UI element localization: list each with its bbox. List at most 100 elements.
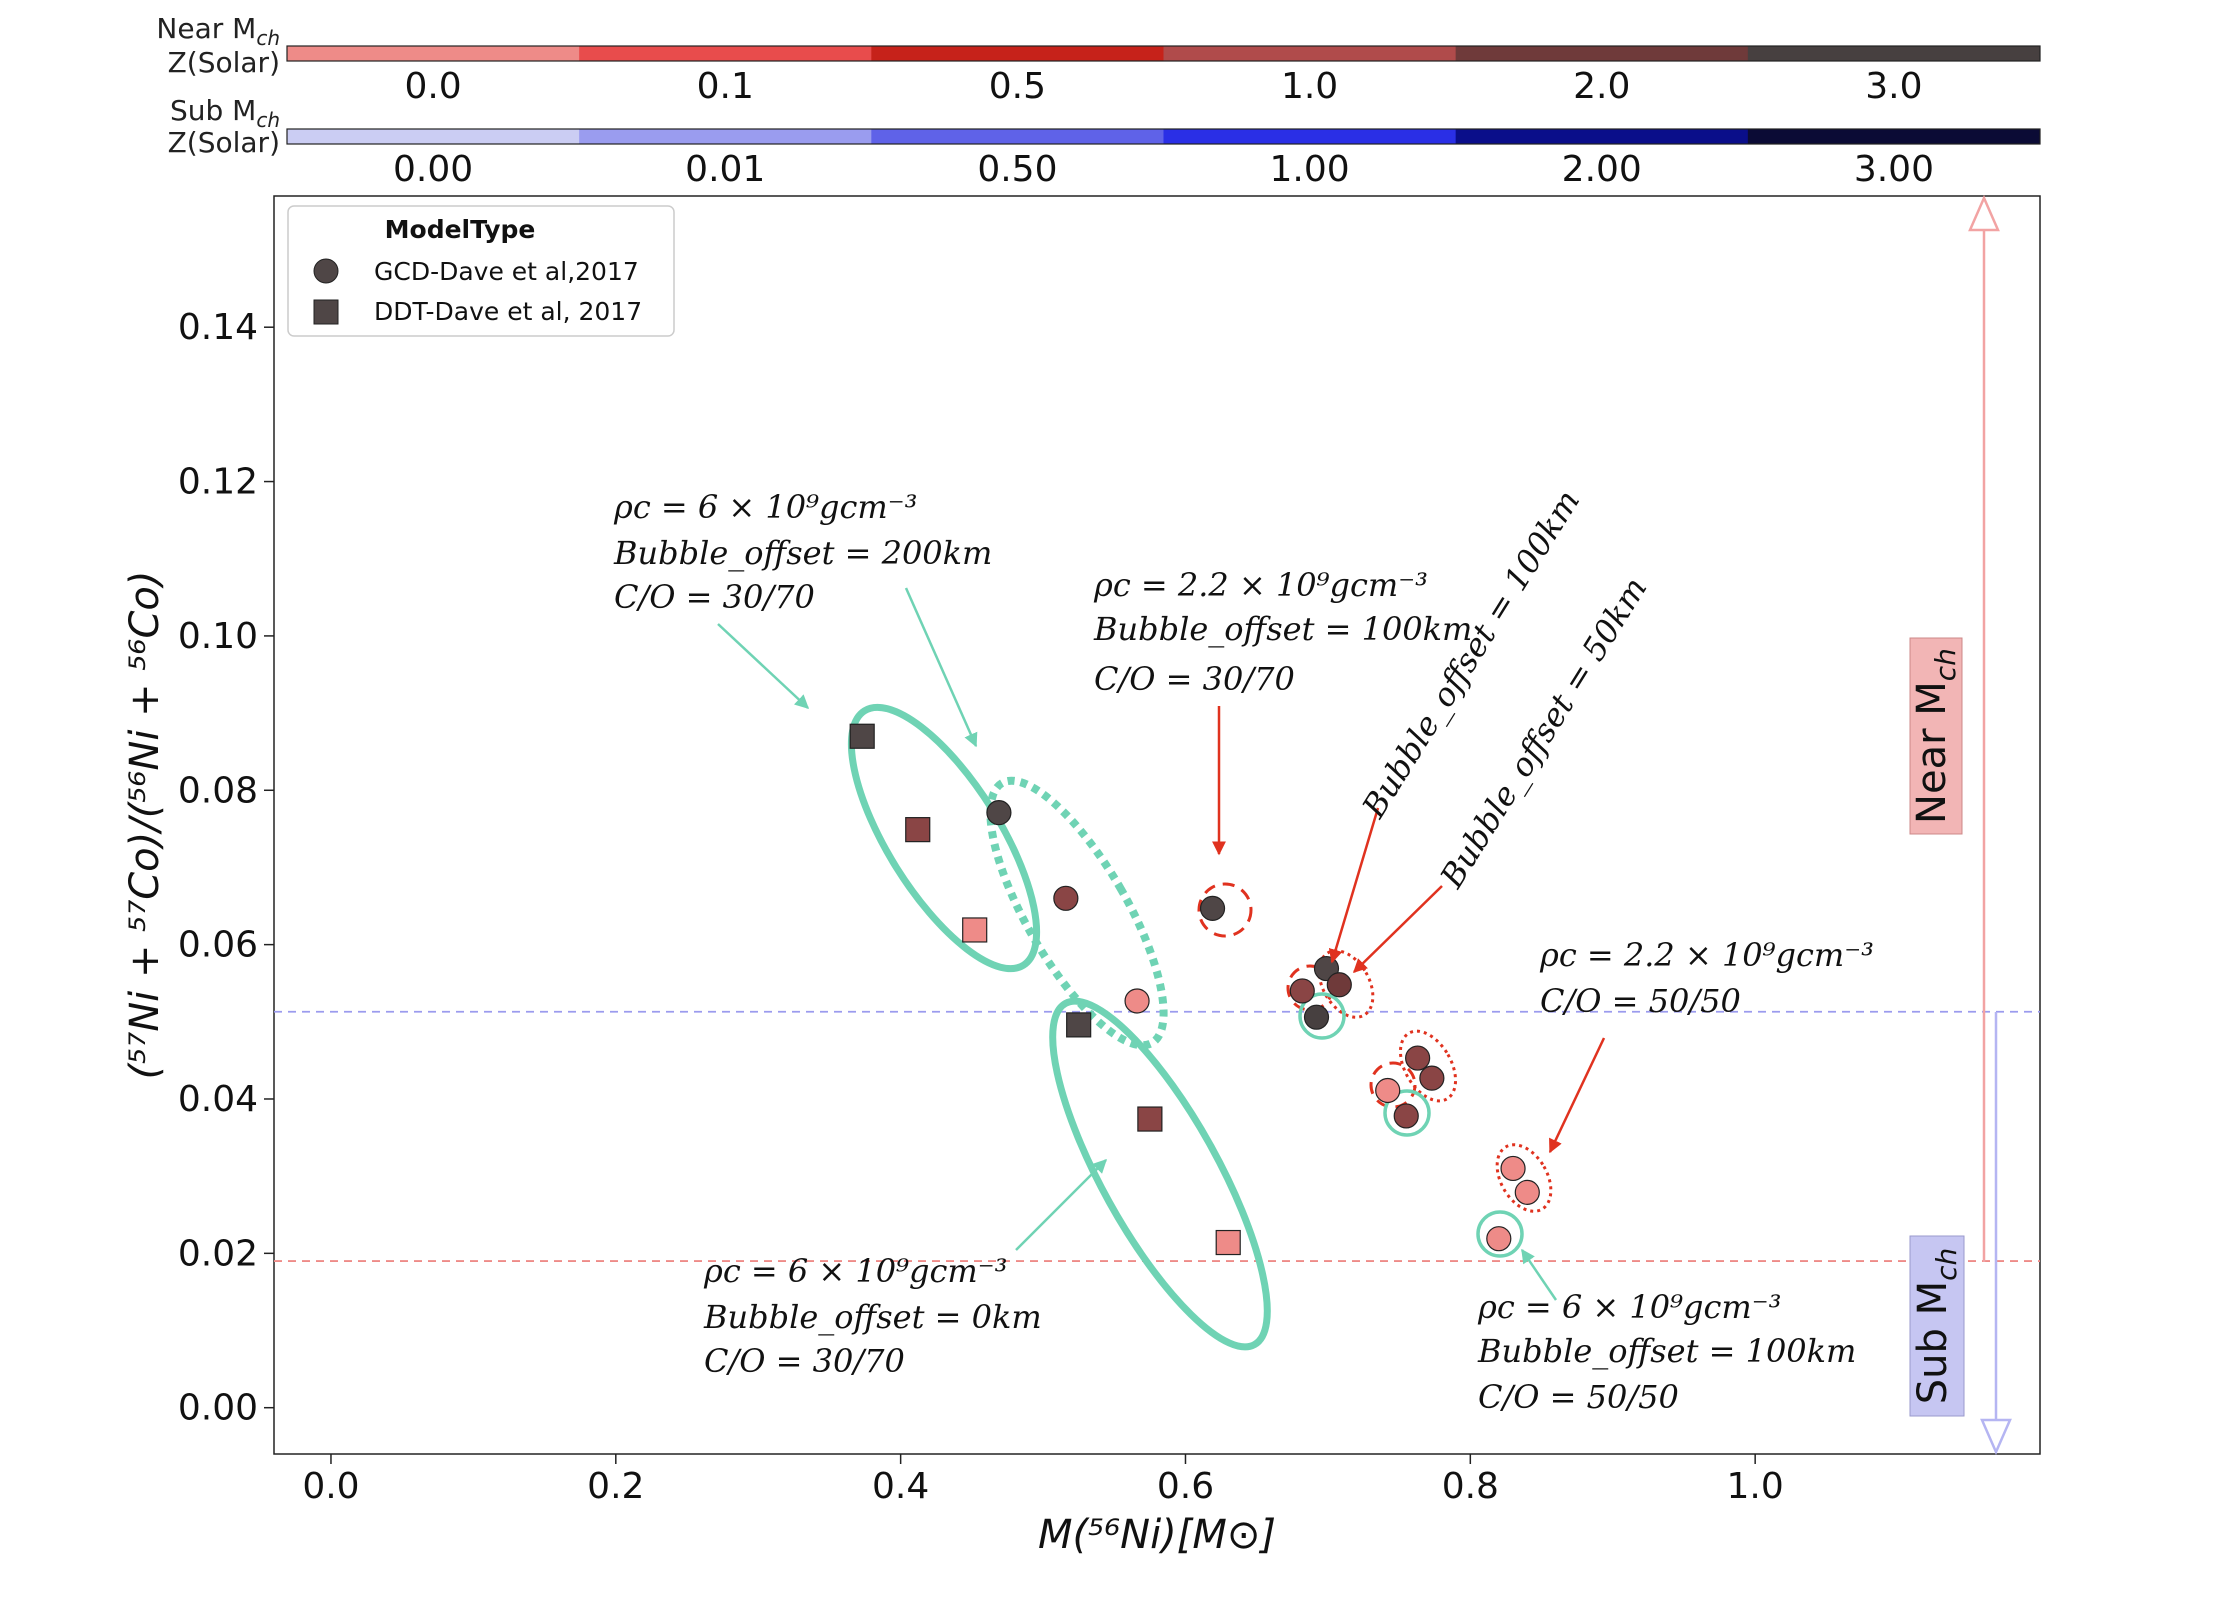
legend-title: ModelType — [385, 215, 536, 244]
colorbar-frame — [286, 128, 2041, 145]
teal-ring — [1476, 1210, 1524, 1258]
colorbar-sub-subtitle: Z(Solar) — [168, 126, 280, 159]
gcd-point — [1514, 1179, 1540, 1205]
colorbar-tick-label: 0.01 — [685, 149, 765, 190]
x-tick-label: 0.8 — [1442, 1466, 1499, 1507]
colorbar-tick-label: 3.0 — [1865, 66, 1922, 107]
svg-text:Near Mch: Near Mch — [1909, 648, 1962, 824]
annotation-arrow — [1015, 1159, 1107, 1251]
plot-area — [273, 195, 2041, 1455]
ddt-point — [849, 723, 875, 749]
annotation-arrow — [1548, 1037, 1606, 1154]
y-tick-label: 0.04 — [178, 1079, 258, 1120]
annotation-rho6-100km-5050: ρc = 6 × 10⁹gcm⁻³ Bubble_offset = 100km … — [1477, 1288, 1856, 1416]
colorbar-tick-label: 2.00 — [1562, 149, 1642, 190]
colorbar-tick-label: 0.50 — [977, 149, 1057, 190]
colorbar-near: Near Mch Z(Solar) 0.0 0.1 0.5 1.0 2.0 3.0 — [156, 12, 2041, 107]
svg-text:C/O = 30/70: C/O = 30/70 — [1094, 660, 1295, 698]
svg-text:Bubble_offset = 200km: Bubble_offset = 200km — [613, 534, 992, 572]
group-ellipse-0km — [1049, 997, 1271, 1351]
colorbar-tick-label: 0.0 — [404, 66, 461, 107]
svg-text:Bubble_offset = 0km: Bubble_offset = 0km — [703, 1298, 1042, 1336]
legend-marker-square — [313, 299, 339, 325]
ddt-point — [905, 817, 931, 843]
colorbar-tick-label: 0.1 — [697, 66, 754, 107]
colorbar-tick-label: 1.0 — [1281, 66, 1338, 107]
legend-label-ddt: DDT-Dave et al, 2017 — [374, 297, 642, 326]
near-mch-arrow — [1968, 194, 2000, 1262]
svg-text:ρc = 2.2 × 10⁹gcm⁻³: ρc = 2.2 × 10⁹gcm⁻³ — [1539, 936, 1874, 974]
annotation-arrow — [1352, 885, 1443, 973]
legend: ModelType GCD-Dave et al,2017 DDT-Dave e… — [287, 205, 675, 337]
annotation-rho6-0km: ρc = 6 × 10⁹gcm⁻³ Bubble_offset = 0km C/… — [703, 1252, 1042, 1380]
x-axis-label: M(⁵⁶Ni)[M⊙] — [1038, 1512, 1276, 1558]
y-tick-label: 0.00 — [178, 1388, 258, 1429]
gcd-point — [1405, 1045, 1431, 1071]
colorbar-sub: Sub Mch Z(Solar) 0.00 0.01 0.50 1.00 2.00 3.0… — [168, 94, 2041, 190]
svg-text:ρc = 6 × 10⁹gcm⁻³: ρc = 6 × 10⁹gcm⁻³ — [1477, 1288, 1781, 1326]
svg-text:C/O = 50/50: C/O = 50/50 — [1540, 982, 1741, 1020]
gcd-point — [1375, 1077, 1401, 1104]
colorbar-tick-label: 1.00 — [1270, 149, 1350, 190]
dashed-ring — [1197, 882, 1253, 938]
colorbar-tick-label: 3.00 — [1854, 149, 1934, 190]
colorbar-segment — [871, 46, 1164, 61]
colorbar-near-subtitle: Z(Solar) — [168, 46, 280, 79]
near-mch-label: Near Mch — [1909, 637, 1963, 835]
colorbar-segment — [1163, 46, 1457, 61]
colorbar-segment — [1747, 46, 2041, 61]
gcd-point — [1124, 988, 1150, 1014]
annotation-arrow — [717, 623, 810, 709]
ddt-point — [1215, 1229, 1241, 1256]
annotation-arrow — [1328, 807, 1380, 964]
x-tick-label: 0.0 — [302, 1466, 359, 1507]
svg-text:C/O = 30/70: C/O = 30/70 — [614, 578, 815, 616]
colorbar-segment — [1455, 129, 1749, 144]
svg-text:ρc = 2.2 × 10⁹gcm⁻³: ρc = 2.2 × 10⁹gcm⁻³ — [1093, 566, 1428, 604]
ddt-point — [1137, 1106, 1163, 1132]
gcd-point — [1199, 895, 1226, 921]
y-axis-label: (⁵⁷Ni + ⁵⁷Co)/(⁵⁶Ni + ⁵⁶Co) — [122, 571, 168, 1080]
annotation-arrow — [904, 587, 978, 748]
gcd-point — [986, 800, 1012, 826]
group-ellipse-200km-dotted — [986, 776, 1168, 1050]
dotted-ring — [1398, 1029, 1458, 1103]
teal-ring — [1383, 1089, 1431, 1137]
annotation-arrow — [1520, 1248, 1558, 1301]
gcd-point — [1486, 1226, 1512, 1252]
gcd-point — [1289, 978, 1315, 1004]
ddt-point — [962, 917, 988, 943]
svg-text:Bubble_offset = 100km: Bubble_offset = 100km — [1477, 1332, 1856, 1370]
svg-text:C/O = 50/50: C/O = 50/50 — [1478, 1378, 1679, 1416]
annotation-rho6-200km: ρc = 6 × 10⁹gcm⁻³ Bubble_offset = 200km … — [613, 488, 992, 616]
y-tick-label: 0.06 — [178, 925, 258, 966]
colorbar-near-title: Near Mch — [156, 12, 280, 50]
x-tick-label: 0.6 — [1157, 1466, 1214, 1507]
gcd-point — [1053, 885, 1079, 911]
colorbar-frame — [286, 45, 2041, 62]
colorbar-segment — [1163, 129, 1457, 144]
colorbar-segment — [1747, 129, 2041, 144]
colorbar-tick-label: 0.5 — [989, 66, 1046, 107]
gcd-point — [1393, 1103, 1419, 1129]
sub-mch-label: Sub Mch — [1909, 1235, 1965, 1417]
legend-label-gcd: GCD-Dave et al,2017 — [374, 257, 639, 286]
colorbar-tick-label: 0.00 — [393, 149, 473, 190]
svg-text:ρc = 6 × 10⁹gcm⁻³: ρc = 6 × 10⁹gcm⁻³ — [703, 1252, 1007, 1290]
ddt-point — [1066, 1012, 1092, 1038]
colorbar-tick-label: 2.0 — [1573, 66, 1630, 107]
svg-text:ρc = 6 × 10⁹gcm⁻³: ρc = 6 × 10⁹gcm⁻³ — [613, 488, 917, 526]
y-tick-label: 0.14 — [178, 307, 258, 348]
svg-text:Bubble_offset = 100km: Bubble_offset = 100km — [1093, 610, 1472, 648]
dotted-ring — [1495, 1143, 1553, 1213]
gcd-point — [1419, 1065, 1445, 1091]
annotation-rho22-5050: ρc = 2.2 × 10⁹gcm⁻³ C/O = 50/50 — [1539, 936, 1874, 1020]
svg-text:C/O = 30/70: C/O = 30/70 — [704, 1342, 905, 1380]
annotation-rho22-100km: ρc = 2.2 × 10⁹gcm⁻³ Bubble_offset = 100k… — [1093, 566, 1472, 698]
teal-ring — [1298, 992, 1346, 1040]
gcd-point — [1326, 972, 1352, 998]
gcd-point — [1303, 1004, 1330, 1030]
colorbar-segment — [579, 46, 872, 61]
colorbar-segment — [1455, 46, 1749, 61]
y-tick-label: 0.12 — [178, 462, 258, 503]
